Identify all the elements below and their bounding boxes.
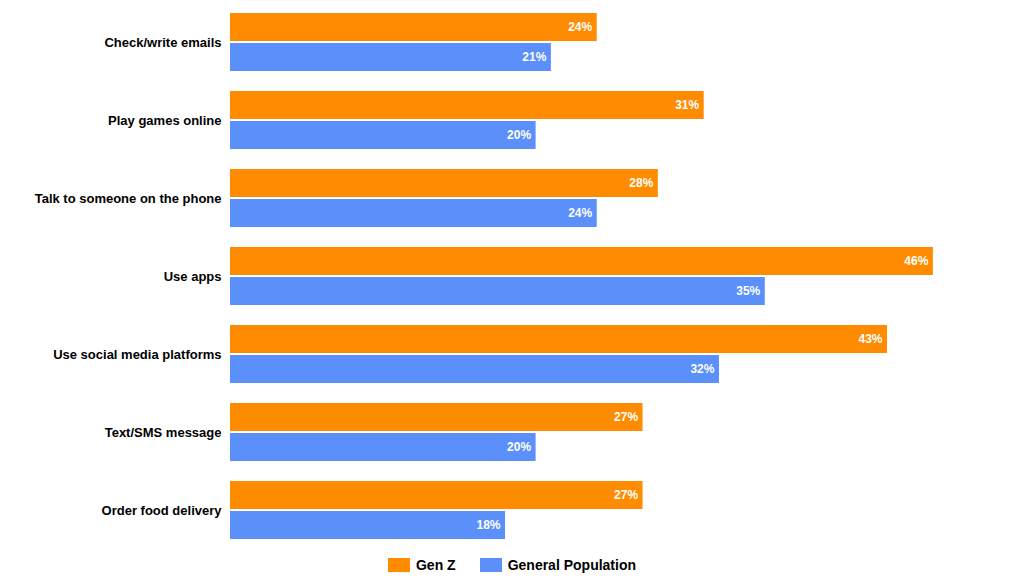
svg-text:46%: 46% <box>904 254 928 268</box>
html-text:General Population: General Population <box>507 557 636 573</box>
svg-text:Talk to someone on the phone: Talk to someone on the phone <box>35 191 222 206</box>
svg-text:20%: 20% <box>507 128 531 142</box>
svg-text:32%: 32% <box>690 362 714 376</box>
svg-text:28%: 28% <box>629 176 653 190</box>
svg-text:20%: 20% <box>507 440 531 454</box>
svg-text:Text/SMS message: Text/SMS message <box>105 425 222 440</box>
html-text:Gen Z: Gen Z <box>416 557 456 573</box>
svg-text:Order food delivery: Order food delivery <box>102 503 223 518</box>
svg-text:Use social media platforms: Use social media platforms <box>53 347 221 362</box>
svg-text:Play games online: Play games online <box>108 113 221 128</box>
svg-text:21%: 21% <box>522 50 546 64</box>
svg-text:24%: 24% <box>568 206 592 220</box>
svg-text:43%: 43% <box>859 332 883 346</box>
svg-text:31%: 31% <box>675 98 699 112</box>
svg-text:27%: 27% <box>614 410 638 424</box>
svg-text:27%: 27% <box>614 488 638 502</box>
svg-text:35%: 35% <box>736 284 760 298</box>
svg-text:Use apps: Use apps <box>164 269 222 284</box>
svg-text:18%: 18% <box>477 518 501 532</box>
svg-text:24%: 24% <box>568 20 592 34</box>
svg-text:Check/write emails: Check/write emails <box>104 35 221 50</box>
